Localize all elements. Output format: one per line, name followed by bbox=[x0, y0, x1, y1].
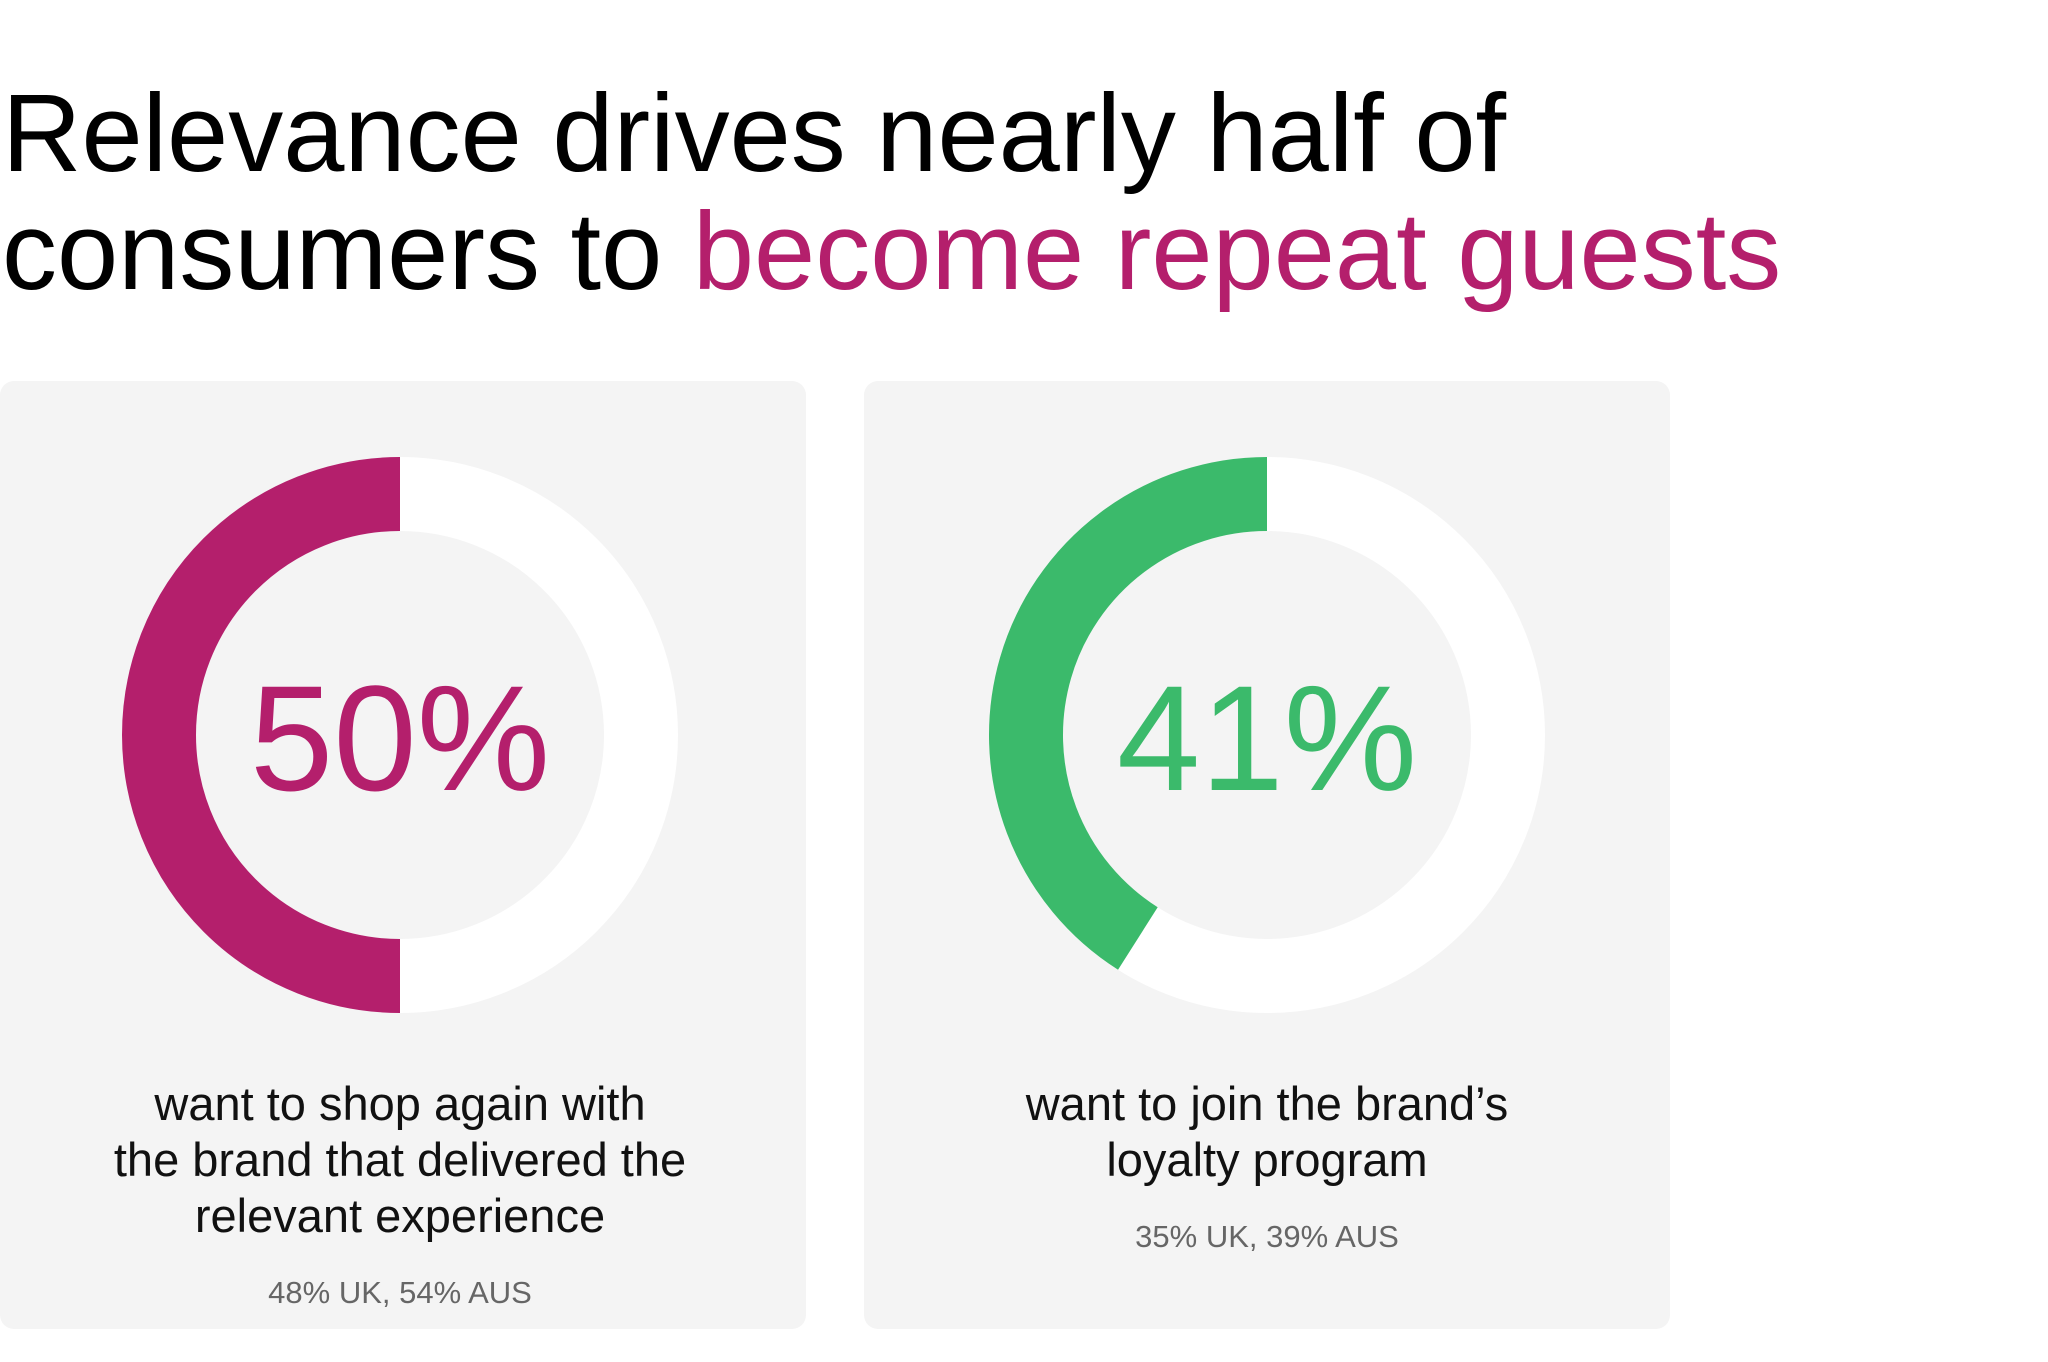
value-label: 41% bbox=[1117, 654, 1417, 822]
title-line: consumers to become repeat guests bbox=[2, 190, 1781, 313]
description: want to join the brand’s bbox=[1025, 1077, 1509, 1130]
title-highlight: become repeat guests bbox=[693, 190, 1781, 313]
title-text: consumers to bbox=[2, 190, 662, 313]
description: relevant experience bbox=[195, 1189, 605, 1242]
description: the brand that delivered the bbox=[114, 1133, 686, 1186]
note: 48% UK, 54% AUS bbox=[268, 1275, 532, 1310]
title-line: Relevance drives nearly half of bbox=[2, 72, 1507, 195]
donut-arc bbox=[122, 457, 401, 1013]
description: want to shop again with bbox=[153, 1077, 645, 1130]
value-label: 50% bbox=[250, 654, 550, 822]
donut-arc bbox=[989, 457, 1268, 970]
description: loyalty program bbox=[1106, 1133, 1427, 1186]
note: 35% UK, 39% AUS bbox=[1135, 1219, 1399, 1254]
